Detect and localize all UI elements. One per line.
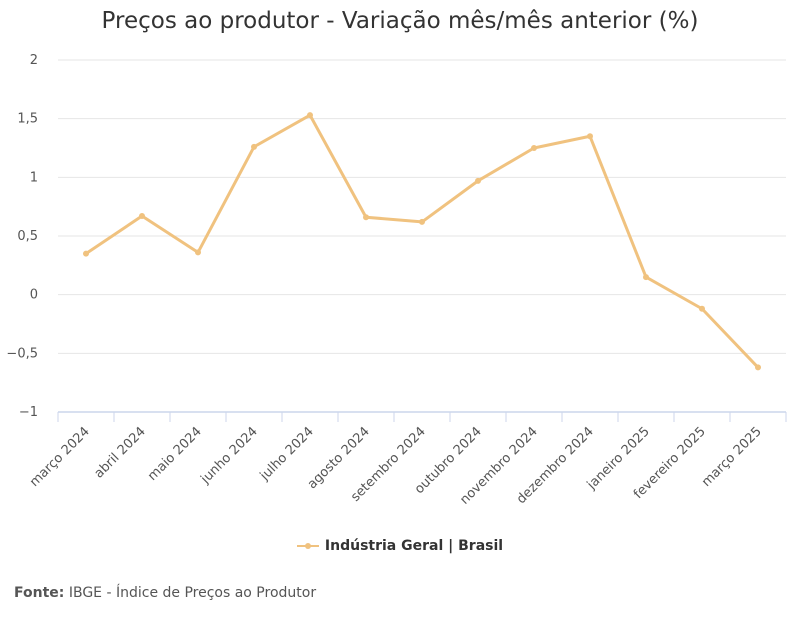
y-axis-ticks: 2 1,5 1 0,5 0 −0,5 −1 [6, 53, 38, 420]
x-tick-label: abril 2024 [92, 424, 149, 481]
data-point[interactable] [139, 213, 145, 220]
series-line [84, 113, 760, 369]
x-tick-label: março 2025 [699, 424, 765, 490]
data-point[interactable] [195, 249, 201, 256]
data-point[interactable] [363, 214, 369, 221]
x-axis [57, 411, 787, 422]
y-tick-label: 1 [30, 170, 38, 185]
y-tick-label: 2 [30, 53, 38, 68]
gridlines [58, 59, 786, 413]
data-point[interactable] [643, 274, 649, 281]
y-tick-label: 0,5 [17, 229, 38, 244]
x-tick-label: maio 2024 [145, 424, 205, 484]
y-tick-label: 0 [30, 288, 38, 303]
y-tick-label: −1 [19, 405, 38, 420]
x-tick-label: julho 2024 [257, 424, 317, 484]
data-point[interactable] [83, 250, 89, 257]
x-tick-label: março 2024 [27, 424, 93, 490]
y-tick-label: 1,5 [17, 112, 38, 127]
data-point[interactable] [587, 133, 593, 140]
legend-swatch [296, 540, 319, 552]
data-point[interactable] [699, 305, 705, 312]
source-note: Fonte: IBGE - Índice de Preços ao Produt… [14, 585, 316, 601]
x-tick-label: junho 2024 [198, 424, 261, 487]
legend-label: Indústria Geral | Brasil [324, 538, 504, 554]
legend[interactable]: Indústria Geral | Brasil [0, 538, 800, 554]
data-point[interactable] [419, 218, 425, 225]
chart-title: Preços ao produtor - Variação mês/mês an… [101, 8, 699, 34]
y-tick-label: −0,5 [6, 346, 38, 361]
source-label: Fonte: [14, 585, 65, 601]
data-point[interactable] [475, 177, 481, 184]
data-point[interactable] [251, 143, 257, 150]
data-point[interactable] [307, 112, 313, 119]
data-point[interactable] [531, 145, 537, 151]
source-text: IBGE - Índice de Preços ao Produtor [68, 585, 317, 601]
series-layer [83, 112, 761, 371]
data-point[interactable] [755, 364, 761, 371]
